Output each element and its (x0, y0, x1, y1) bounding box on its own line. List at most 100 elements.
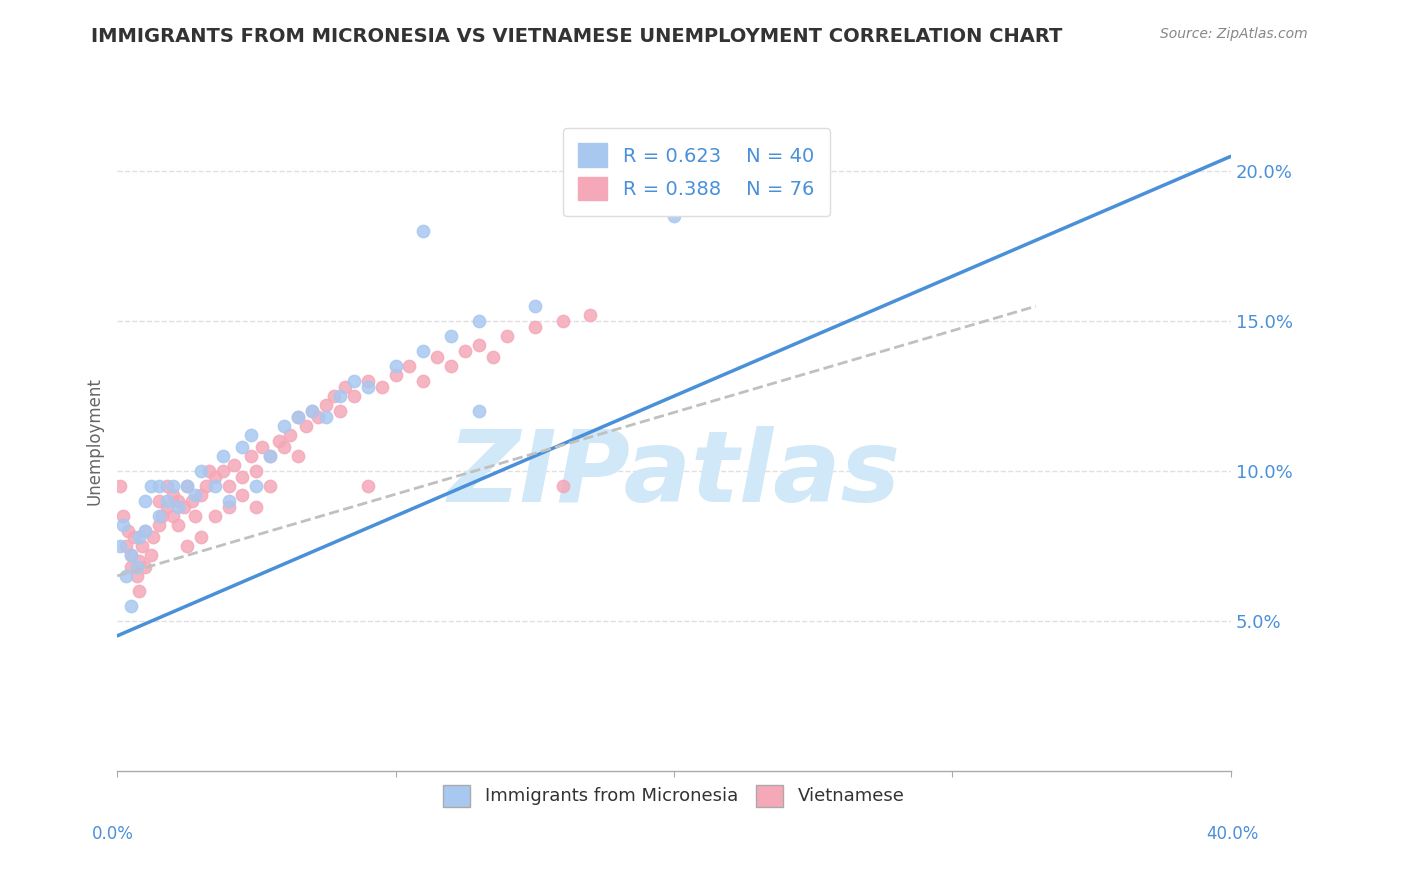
Point (259, 449, 281, 463)
Point (176, 479, 198, 493)
Legend: Immigrants from Micronesia, Vietnamese: Immigrants from Micronesia, Vietnamese (429, 770, 920, 821)
Point (120, 599, 142, 613)
Point (250, 440, 273, 454)
Point (357, 374, 380, 388)
Point (150, 508, 173, 523)
Point (287, 410, 309, 425)
Point (218, 494, 240, 508)
Point (323, 389, 346, 403)
Text: ZIPatlas: ZIPatlas (447, 425, 900, 523)
Point (148, 518, 170, 533)
Point (287, 449, 309, 463)
Point (108, 479, 131, 493)
Text: IMMIGRANTS FROM MICRONESIA VS VIETNAMESE UNEMPLOYMENT CORRELATION CHART: IMMIGRANTS FROM MICRONESIA VS VIETNAMESE… (91, 27, 1063, 45)
Text: 0.0%: 0.0% (91, 825, 134, 843)
Point (184, 508, 207, 523)
Point (370, 380, 392, 394)
Point (231, 470, 253, 484)
Point (335, 380, 357, 394)
Point (384, 359, 406, 373)
Point (218, 500, 240, 514)
Point (398, 359, 420, 373)
Point (156, 479, 179, 493)
Point (496, 329, 519, 343)
Point (301, 404, 323, 418)
Point (307, 410, 329, 425)
Point (128, 583, 150, 598)
Point (239, 428, 262, 442)
Point (111, 508, 134, 523)
Point (142, 530, 165, 544)
Point (315, 410, 337, 425)
Point (412, 344, 434, 359)
Point (176, 479, 198, 493)
Point (176, 539, 198, 553)
Point (412, 374, 434, 388)
Point (120, 548, 142, 562)
Point (195, 479, 218, 493)
Point (440, 329, 463, 343)
Point (551, 314, 574, 328)
Point (134, 524, 156, 538)
Point (523, 299, 546, 313)
Point (662, 210, 685, 224)
Point (156, 500, 179, 514)
Point (167, 494, 190, 508)
Point (190, 530, 212, 544)
Point (190, 464, 212, 478)
Text: Source: ZipAtlas.com: Source: ZipAtlas.com (1160, 27, 1308, 41)
Point (259, 479, 281, 493)
Point (343, 374, 366, 388)
Point (114, 539, 136, 553)
Point (287, 410, 309, 425)
Point (329, 389, 352, 403)
Point (357, 479, 380, 493)
Point (551, 479, 574, 493)
Point (301, 404, 323, 418)
Point (579, 308, 602, 322)
Text: 40.0%: 40.0% (1206, 825, 1258, 843)
Point (117, 524, 139, 538)
Point (131, 539, 153, 553)
Point (162, 479, 184, 493)
Point (245, 500, 267, 514)
Point (120, 548, 142, 562)
Point (482, 350, 505, 364)
Point (343, 389, 366, 403)
Point (231, 488, 253, 502)
Point (167, 518, 190, 533)
Point (426, 350, 449, 364)
Point (468, 314, 491, 328)
Point (184, 488, 207, 502)
Point (440, 359, 463, 373)
Point (273, 440, 295, 454)
Point (218, 479, 240, 493)
Point (125, 560, 148, 574)
Point (204, 479, 226, 493)
Point (148, 494, 170, 508)
Point (224, 458, 246, 472)
Point (148, 479, 170, 493)
Point (122, 530, 145, 544)
Y-axis label: Unemployment: Unemployment (86, 377, 103, 505)
Point (212, 464, 235, 478)
Point (231, 440, 253, 454)
Point (412, 224, 434, 238)
Point (204, 470, 226, 484)
Point (212, 449, 235, 463)
Point (128, 554, 150, 568)
Point (468, 404, 491, 418)
Point (181, 494, 204, 508)
Point (267, 434, 290, 448)
Point (139, 548, 162, 562)
Point (295, 419, 318, 434)
Point (357, 380, 380, 394)
Point (190, 488, 212, 502)
Point (245, 464, 267, 478)
Point (384, 368, 406, 383)
Point (114, 569, 136, 583)
Point (108, 539, 131, 553)
Point (162, 488, 184, 502)
Point (162, 508, 184, 523)
Point (198, 464, 221, 478)
